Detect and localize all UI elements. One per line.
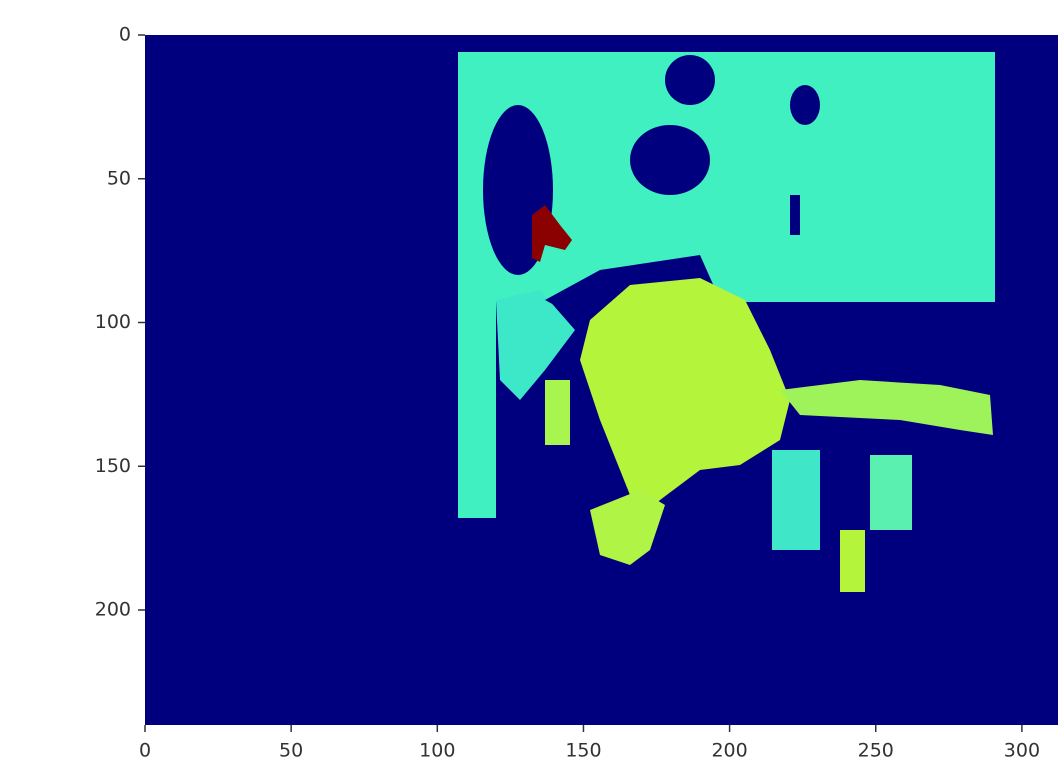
x-tick-label: 150 [565, 740, 601, 762]
y-tick-label: 50 [107, 167, 131, 189]
y-tick-label: 0 [119, 24, 131, 46]
region-navy [665, 55, 715, 105]
region-navy [790, 85, 820, 125]
x-tick-label: 200 [711, 740, 747, 762]
x-tick-label: 300 [1004, 740, 1040, 762]
x-tick-label: 0 [139, 740, 151, 762]
y-tick-label: 100 [95, 311, 131, 333]
x-tick-label: 100 [419, 740, 455, 762]
region-yellow [840, 530, 865, 592]
x-tick-label: 250 [858, 740, 894, 762]
region-cyan [458, 300, 496, 518]
page: 050100150200250300050100150200 (() => { … [0, 0, 1058, 778]
region-navy [630, 125, 710, 195]
region-cyan [772, 450, 820, 550]
y-tick-label: 150 [95, 455, 131, 477]
x-tick-label: 50 [279, 740, 303, 762]
plot-area [145, 35, 1058, 725]
region-navy [790, 195, 800, 235]
y-tick-label: 200 [95, 599, 131, 621]
chart: 0 50 100 150 200 250 300 0 50 100 150 200 [0, 0, 1058, 778]
region-cyan [870, 455, 912, 530]
region-yellow [545, 380, 570, 445]
